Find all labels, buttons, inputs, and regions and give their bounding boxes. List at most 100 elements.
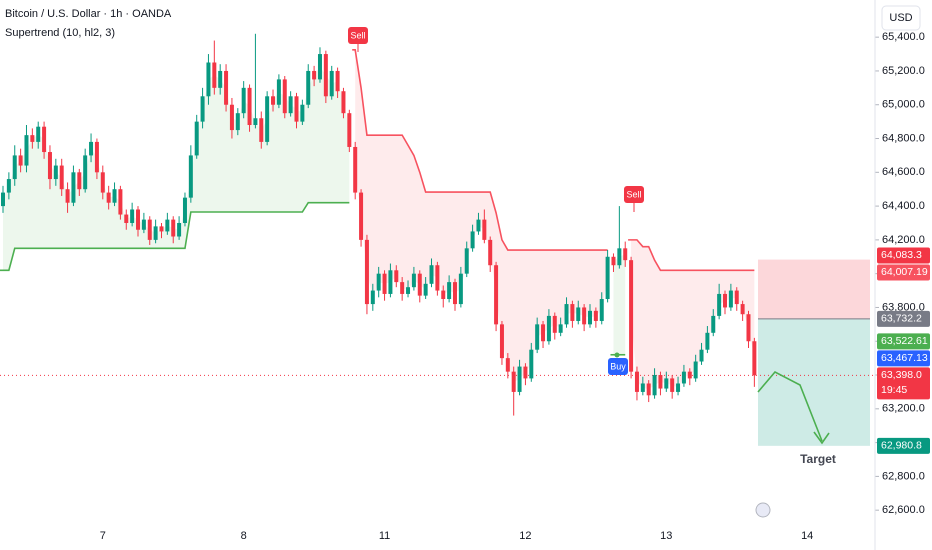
- risk-zone: [758, 259, 870, 319]
- y-tick-label: 63,800.0: [882, 301, 925, 313]
- candle-body: [147, 219, 152, 240]
- candle-body: [306, 70, 311, 105]
- candle-body: [658, 375, 663, 389]
- candle-body: [224, 70, 229, 105]
- candle-body: [265, 96, 270, 142]
- candle-body: [429, 265, 434, 284]
- signal-badge: [348, 27, 368, 44]
- candle-body: [452, 282, 457, 305]
- candle-body: [259, 118, 264, 142]
- candle-body: [94, 141, 99, 173]
- candle-body: [458, 273, 463, 305]
- candle-body: [194, 121, 199, 156]
- candle-body: [634, 371, 639, 392]
- candle-body: [664, 378, 669, 389]
- projection-arrow: [813, 431, 830, 445]
- candle-body: [124, 214, 129, 223]
- projection: [757, 370, 823, 442]
- candle-body: [212, 62, 217, 88]
- candle-body: [564, 304, 569, 325]
- candle-body: [464, 248, 469, 274]
- y-tick-label: 62,600.0: [882, 504, 925, 516]
- x-tick-label: 7: [100, 530, 106, 542]
- candle-body: [529, 349, 534, 379]
- event-icon[interactable]: [755, 502, 771, 518]
- supertrend-line: [352, 49, 608, 251]
- indicator-title: Supertrend (10, hl2, 3): [5, 27, 115, 39]
- candle-body: [159, 226, 164, 232]
- candle-body: [206, 62, 211, 97]
- candle-body: [676, 383, 681, 392]
- candle-body: [388, 270, 393, 294]
- candle-body: [599, 299, 604, 321]
- supertrend-fill: [613, 254, 626, 355]
- supertrend-line: [0, 201, 350, 272]
- candle-body: [441, 290, 446, 300]
- signal-sell: Sell: [348, 27, 368, 52]
- y-tick-label: 62,800.0: [882, 470, 925, 482]
- candle-body: [588, 310, 592, 325]
- candle-body: [400, 282, 405, 294]
- candle-body: [605, 256, 610, 300]
- x-tick-label: 12: [519, 530, 531, 542]
- reward-zone: [758, 318, 870, 446]
- candle-body: [182, 197, 187, 223]
- candle-body: [12, 155, 17, 180]
- candle-body: [353, 146, 358, 193]
- candle-body: [71, 172, 76, 203]
- candle-body: [294, 96, 299, 122]
- price-label-box: [877, 310, 930, 327]
- candle-body: [335, 70, 340, 92]
- candle-body: [112, 189, 117, 203]
- candle-body: [235, 113, 240, 131]
- y-tick-label: 63,200.0: [882, 403, 925, 415]
- candle-body: [77, 172, 82, 190]
- candle-body: [118, 189, 123, 215]
- candle-body: [494, 265, 499, 325]
- candle-body: [42, 126, 47, 153]
- supertrend-fill: [3, 66, 350, 271]
- candle-body: [523, 366, 528, 379]
- annotation: Target: [800, 452, 836, 466]
- signal-label: Buy: [610, 361, 626, 371]
- candle-body: [394, 270, 399, 283]
- candle-body: [130, 209, 135, 223]
- supertrend-fill: [355, 49, 608, 382]
- candle-body: [141, 219, 146, 230]
- candle-body: [100, 172, 105, 193]
- candle-body: [488, 239, 493, 266]
- price-label: 63,467.13: [881, 352, 928, 364]
- candle-body: [711, 315, 716, 333]
- candle-body: [376, 273, 381, 291]
- candle-body: [6, 179, 11, 193]
- candle-body: [177, 222, 182, 237]
- mark-layer: [0, 33, 879, 511]
- candle-body: [640, 383, 645, 392]
- candle-body: [576, 307, 581, 321]
- candle-body: [247, 87, 252, 126]
- candle-body: [53, 165, 58, 180]
- y-tick-label: 65,200.0: [882, 65, 925, 77]
- candle-body: [423, 283, 428, 296]
- price-label: 63,732.2: [881, 313, 922, 325]
- price-label-box: [877, 367, 930, 400]
- signal-buy: Buy: [608, 352, 628, 375]
- candle-body: [271, 96, 276, 105]
- candle-body: [693, 361, 698, 379]
- candle-body: [746, 314, 751, 342]
- candle-body: [323, 54, 328, 97]
- y-tick-label: 64,200.0: [882, 234, 925, 246]
- candle-body: [535, 324, 540, 350]
- candle-body: [276, 79, 281, 105]
- candle-body: [476, 219, 481, 232]
- currency-box[interactable]: [881, 5, 921, 31]
- candle-body: [435, 265, 440, 291]
- candle-body: [36, 126, 41, 142]
- candle-body: [482, 219, 487, 240]
- x-tick-label: 13: [660, 530, 672, 542]
- candle-body: [136, 209, 141, 230]
- candle-body: [30, 135, 35, 142]
- price-label-box: [877, 333, 930, 350]
